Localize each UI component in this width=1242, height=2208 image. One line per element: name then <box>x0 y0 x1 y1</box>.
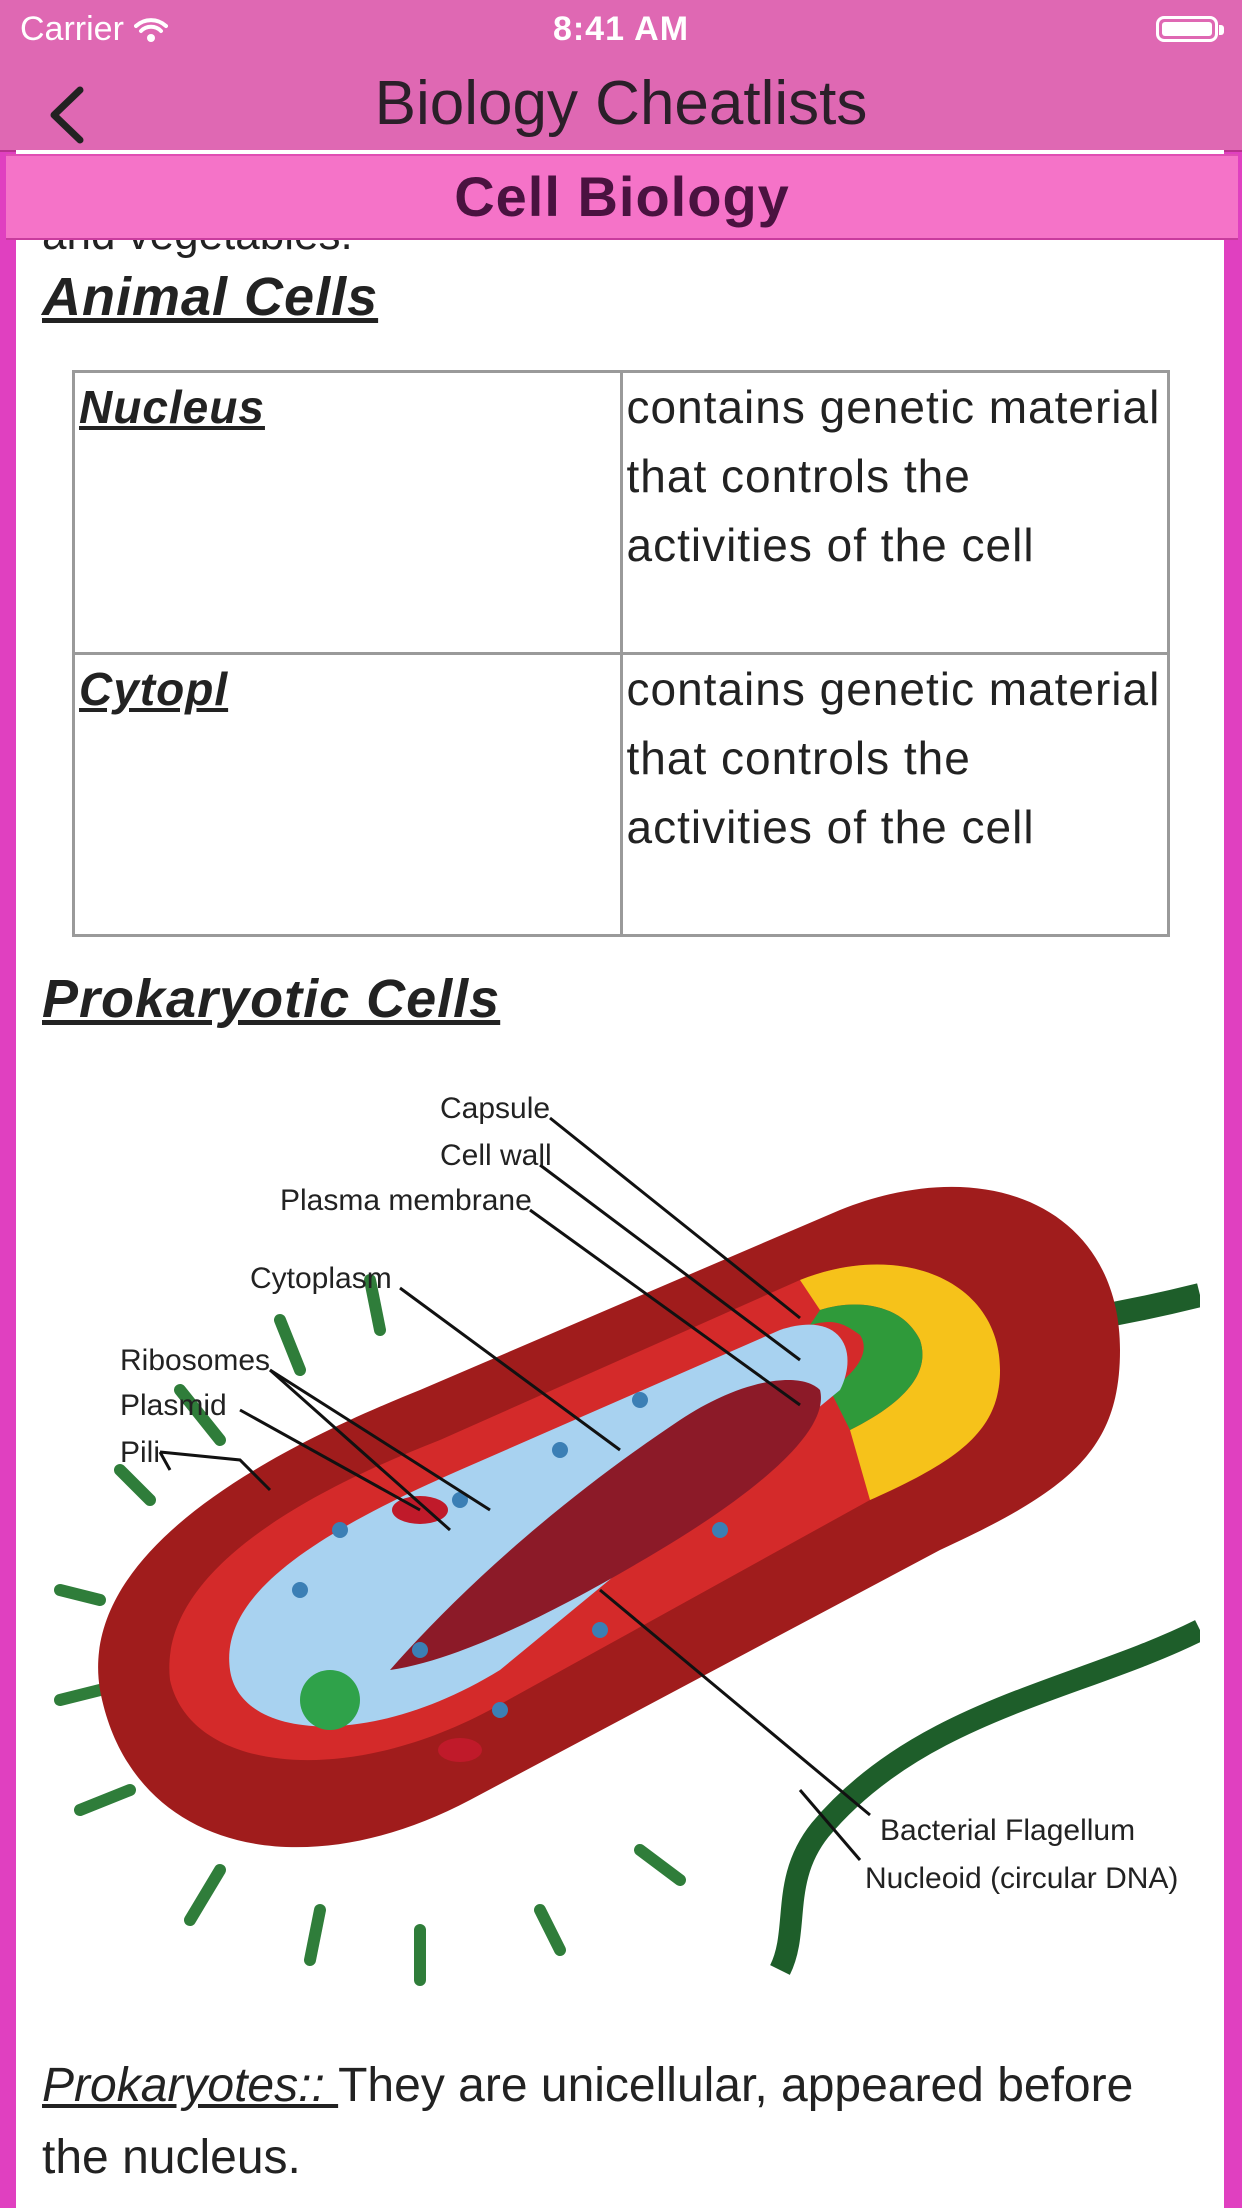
prokaryotes-term: Prokaryotes:: <box>42 2059 338 2112</box>
table-definition-cell: contains genetic material that controls … <box>621 654 1169 936</box>
status-bar: Carrier 8:41 AM <box>0 0 1242 62</box>
animal-cells-table: Nucleus contains genetic material that c… <box>72 370 1170 937</box>
nav-title: Biology Cheatlists <box>0 68 1242 139</box>
section-title: Cell Biology <box>454 164 790 229</box>
prokaryotic-cell-diagram: Capsule Cell wall Plasma membrane Cytopl… <box>40 1070 1200 2030</box>
section-title-bar: Cell Biology <box>6 154 1238 240</box>
animal-cells-heading: Animal Cells <box>42 266 378 328</box>
label-capsule: Capsule <box>440 1092 550 1125</box>
label-plasma-membrane: Plasma membrane <box>280 1184 532 1217</box>
navigation-bar: Biology Cheatlists <box>0 62 1242 152</box>
content-scroll-area[interactable]: and vegetables. Animal Cells Nucleus con… <box>16 150 1224 2208</box>
table-row: Cytopl contains genetic material that co… <box>74 654 1169 936</box>
label-flagellum: Bacterial Flagellum <box>880 1814 1135 1847</box>
label-cytoplasm: Cytoplasm <box>250 1262 392 1295</box>
label-cell-wall: Cell wall <box>440 1139 552 1172</box>
table-row: Nucleus contains genetic material that c… <box>74 372 1169 654</box>
label-nucleoid: Nucleoid (circular DNA) <box>865 1862 1178 1895</box>
label-plasmid: Plasmid <box>120 1389 227 1422</box>
status-time: 8:41 AM <box>0 10 1242 49</box>
table-term-cell: Cytopl <box>74 654 622 936</box>
label-pili: Pili <box>120 1436 160 1469</box>
prokaryotes-description: Prokaryotes:: They are unicellular, appe… <box>42 2050 1202 2194</box>
prokaryotic-cells-heading: Prokaryotic Cells <box>42 968 500 1030</box>
battery-icon <box>1156 16 1218 42</box>
table-definition-cell: contains genetic material that controls … <box>621 372 1169 654</box>
table-term-cell: Nucleus <box>74 372 622 654</box>
label-ribosomes: Ribosomes <box>120 1344 270 1377</box>
